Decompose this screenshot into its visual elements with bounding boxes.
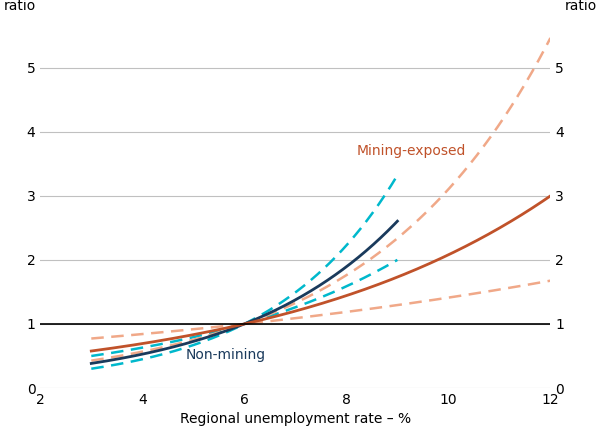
X-axis label: Regional unemployment rate – %: Regional unemployment rate – % (180, 413, 411, 426)
Text: Mining-exposed: Mining-exposed (356, 144, 466, 158)
Y-axis label: ratio: ratio (4, 0, 36, 13)
Text: Non-mining: Non-mining (185, 348, 266, 362)
Y-axis label: ratio: ratio (565, 0, 597, 13)
